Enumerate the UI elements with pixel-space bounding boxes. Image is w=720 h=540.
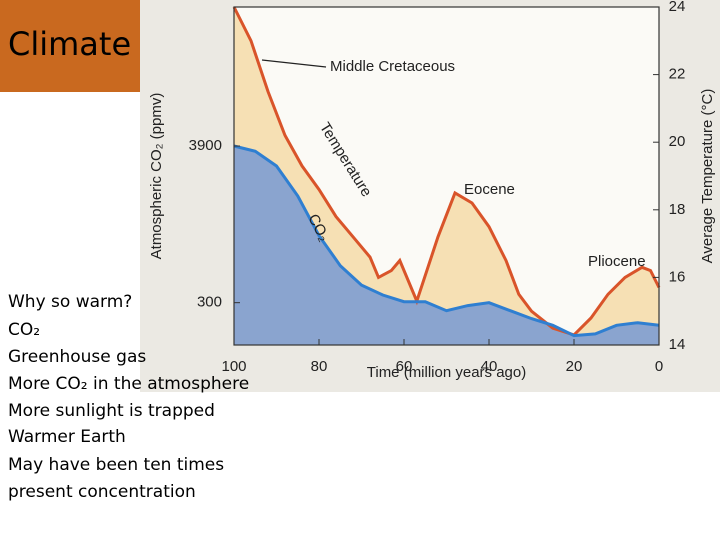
y-tick-label: 3900: [189, 137, 222, 154]
bullet-list: Why so warm? CO₂ Greenhouse gas More CO₂ in…: [8, 292, 249, 502]
x-tick-label: 0: [655, 358, 663, 375]
y2-tick-label: 16: [669, 268, 686, 285]
area: [234, 7, 659, 345]
x-tick-label: 20: [566, 358, 583, 375]
annotation: Eocene: [464, 181, 515, 198]
plot-frame: [233, 6, 660, 346]
y2-tick-label: 24: [669, 0, 686, 15]
annotation: Middle Cretaceous: [330, 58, 455, 75]
x-tick-label: 80: [311, 358, 328, 375]
y2-tick-label: 14: [669, 336, 686, 353]
line: [232, 6, 661, 337]
bullet-text: present concentration: [8, 482, 196, 502]
area: [234, 146, 659, 345]
annotation: Pliocene: [588, 253, 646, 270]
x-tick-label: 60: [396, 358, 413, 375]
y2-tick-label: 20: [669, 133, 686, 150]
bullet-text: May have been ten times: [8, 455, 224, 475]
title-box: [0, 0, 140, 92]
x-axis-label: Time (million years ago): [367, 364, 527, 381]
bullet-text: Greenhouse gas: [8, 347, 146, 367]
y2-tick-label: 22: [669, 66, 686, 83]
y2-axis-label: Average Temperature (°C): [699, 89, 716, 264]
y-tick-label: 300: [197, 294, 222, 311]
bullet-text: Why so warm?: [8, 292, 132, 312]
bullet-text: More CO₂ in the atmosphere: [8, 374, 249, 394]
y2-tick-label: 18: [669, 201, 686, 218]
bullet-text: Warmer Earth: [8, 427, 126, 447]
slide-title: Climate: [8, 25, 131, 63]
chart: 100 80 60 40 20 0 300 3900 14 16 18 20 22 24 Time (mil…: [148, 0, 716, 381]
line: [233, 144, 660, 338]
bullet-text: More sunlight is trapped: [8, 401, 215, 421]
x-tick-label: 100: [221, 358, 246, 375]
x-tick-label: 40: [481, 358, 498, 375]
annotation-pointer: [261, 59, 327, 68]
y-axis-label: Atmospheric CO₂ (ppmv): [148, 93, 165, 260]
bullet-text: CO₂: [8, 320, 40, 340]
